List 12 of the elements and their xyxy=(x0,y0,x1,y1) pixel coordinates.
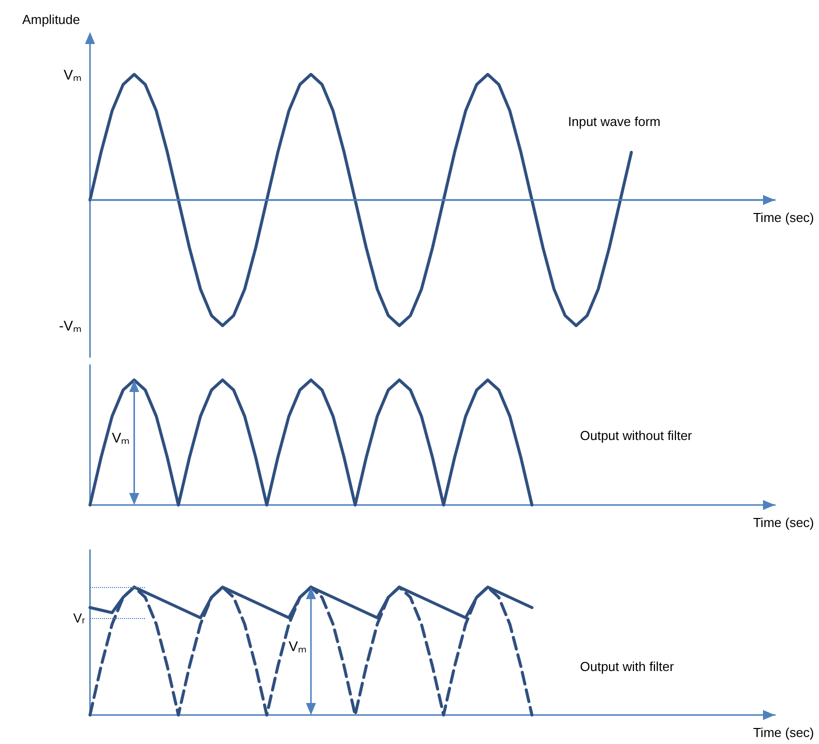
text: Vₘ xyxy=(64,66,82,82)
ref-line-label: Vᵣ xyxy=(73,610,85,626)
annotation: Vₘ xyxy=(288,638,307,654)
x-axis-title: Time (sec) xyxy=(753,210,814,226)
x-axis-title: Time (sec) xyxy=(753,725,814,740)
text: Input wave form xyxy=(568,114,660,129)
x-axis-title: Time (sec) xyxy=(753,515,814,530)
annotation: Vₘ xyxy=(112,430,130,446)
text: Output with filter xyxy=(580,659,675,674)
y-axis-title: Amplitude xyxy=(22,12,80,27)
text: -Vₘ xyxy=(59,318,82,334)
text: Output without filter xyxy=(580,428,693,443)
